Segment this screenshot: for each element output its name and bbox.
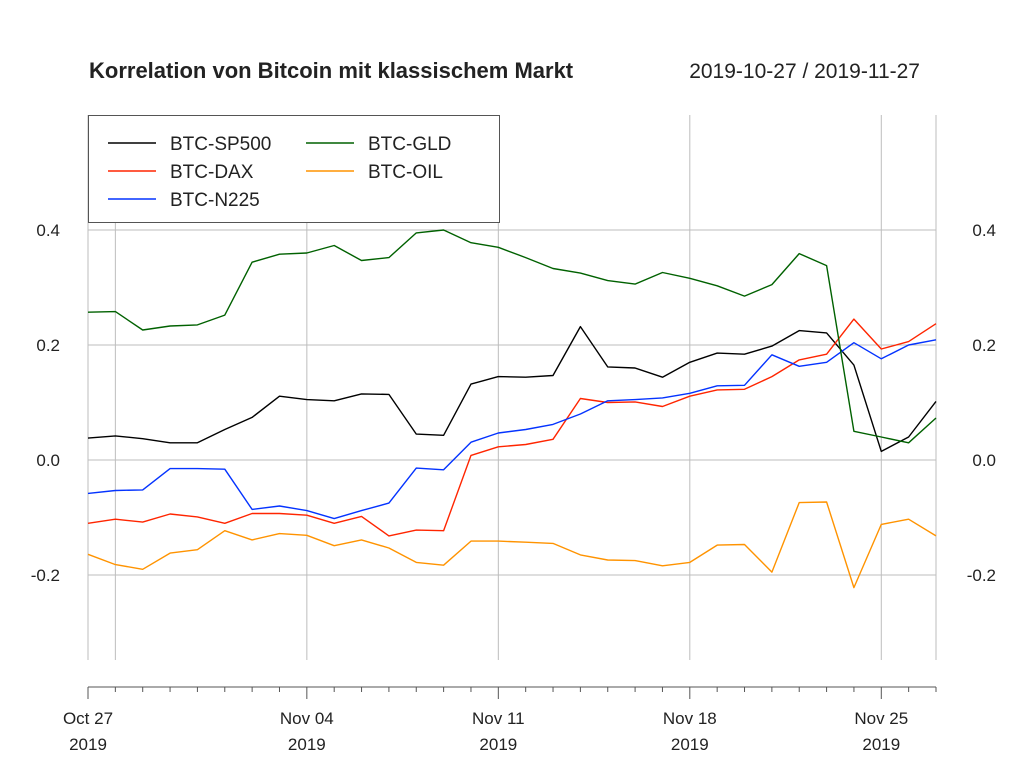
- y-tick-label-left: 0.2: [36, 336, 60, 355]
- x-tick-label: Nov 25: [854, 709, 908, 728]
- y-tick-label-right: 0.2: [972, 336, 996, 355]
- chart-date-range: 2019-10-27 / 2019-11-27: [689, 60, 920, 83]
- legend-label-btc-sp500: BTC-SP500: [170, 134, 271, 155]
- x-tick-year-label: 2019: [862, 735, 900, 754]
- x-tick-year-label: 2019: [69, 735, 107, 754]
- x-tick-label: Nov 04: [280, 709, 334, 728]
- legend-label-btc-oil: BTC-OIL: [368, 162, 443, 183]
- x-tick-label: Nov 11: [472, 709, 525, 728]
- x-tick-year-label: 2019: [479, 735, 517, 754]
- series-line-btc-sp500: [87, 325, 937, 453]
- series-line-btc-gld: [87, 229, 937, 444]
- legend: BTC-SP500 BTC-DAX BTC-N225 BTC-GLD BTC-OIL: [88, 115, 500, 223]
- x-tick-year-label: 2019: [671, 735, 709, 754]
- y-tick-label-left: 0.4: [36, 221, 60, 240]
- y-tick-label-left: -0.2: [31, 566, 60, 585]
- series-line-btc-dax: [87, 318, 937, 537]
- y-tick-label-left: 0.0: [36, 451, 60, 470]
- x-tick-label: Oct 27: [63, 709, 113, 728]
- axis-layer: 0.4 0.4 0.2 0.2 0.0 0.0 -0.2 -0.2 Oct 27 2019 Nov …: [31, 221, 996, 754]
- x-tick-year-label: 2019: [288, 735, 326, 754]
- y-tick-label-right: 0.4: [972, 221, 996, 240]
- series-line-btc-n225: [87, 339, 937, 520]
- y-tick-label-right: -0.2: [967, 566, 996, 585]
- x-tick-label: Nov 18: [663, 709, 717, 728]
- series-line-btc-oil: [87, 501, 937, 589]
- legend-label-btc-n225: BTC-N225: [170, 190, 260, 211]
- series-layer: [87, 229, 937, 589]
- legend-box: [88, 115, 500, 223]
- y-tick-label-right: 0.0: [972, 451, 996, 470]
- legend-label-btc-dax: BTC-DAX: [170, 162, 254, 183]
- legend-label-btc-gld: BTC-GLD: [368, 134, 451, 155]
- chart-title: Korrelation von Bitcoin mit klassischem …: [89, 58, 574, 83]
